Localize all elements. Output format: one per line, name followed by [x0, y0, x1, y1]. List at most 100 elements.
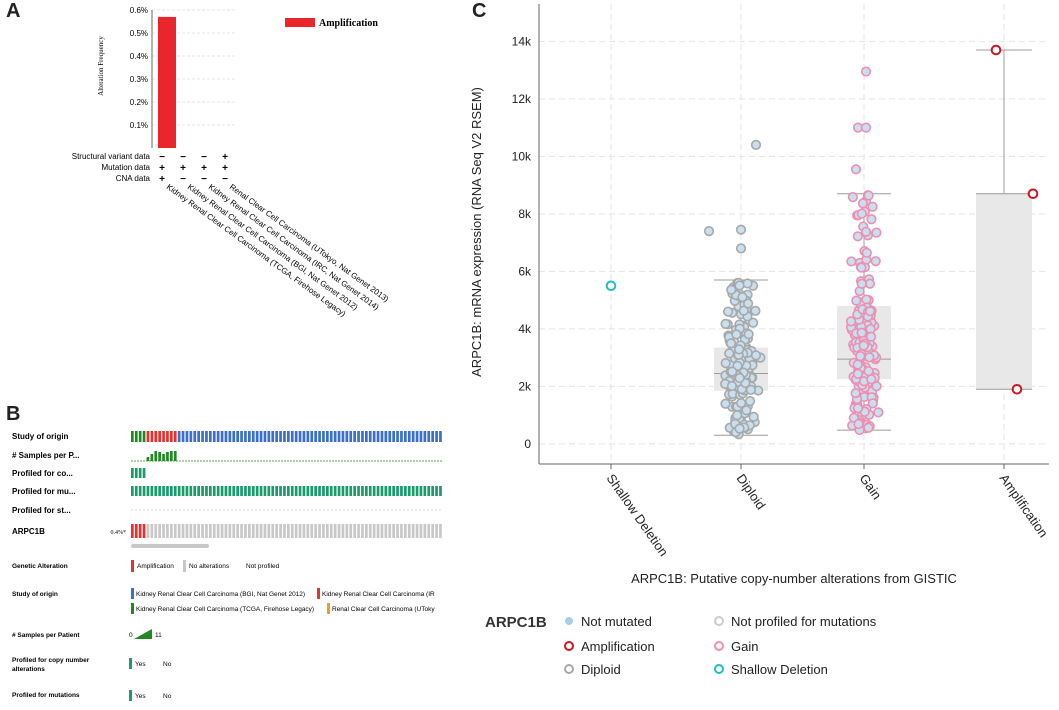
diploid-point [724, 348, 735, 359]
arpc1b-alteration-cell [415, 524, 419, 538]
legend-ga-item: No alterations [189, 563, 230, 570]
legend-marker [564, 641, 574, 651]
panel-b-row-label: # Samples per P... [12, 451, 79, 460]
profiled-mut-cell [275, 486, 278, 496]
study-origin-cell [404, 431, 407, 442]
arpc1b-alteration-cell [177, 524, 181, 538]
legend-study-item: Kidney Renal Clear Cell Carcinoma (BGI, … [136, 591, 305, 598]
profiled-mut-cell [435, 486, 438, 496]
gain-point [851, 295, 862, 306]
panel-b-row-label: Study of origin [12, 432, 69, 441]
panel-a-y-tick: 0.3% [130, 75, 148, 84]
study-origin-cell [411, 431, 415, 442]
panel-c-y-tick: 10k [512, 149, 532, 163]
diploid-point [731, 329, 742, 340]
panel-a-y-tick: 0.4% [130, 52, 148, 61]
study-origin-cell [162, 431, 165, 442]
diploid-point [726, 284, 737, 295]
profiled-mut-cell [244, 486, 247, 496]
legend-label: Not profiled for mutations [731, 614, 877, 629]
legend-mut-no: No [163, 693, 172, 700]
arpc1b-alteration-cell [439, 524, 442, 538]
legend-mut-swatch [129, 690, 132, 701]
arpc1b-alteration-cell [150, 524, 154, 538]
panel-c-y-tick: 2k [518, 379, 532, 393]
study-origin-cell [197, 431, 200, 442]
arpc1b-alteration-cell [271, 524, 275, 538]
profiled-mut-cell [209, 486, 212, 496]
diploid-point [733, 344, 745, 355]
study-origin-cell [419, 431, 423, 442]
study-origin-cell [431, 431, 434, 442]
panel-a-y-tick: 0.2% [130, 98, 148, 107]
panel-c-y-tick: 8k [518, 207, 532, 221]
legend-study-item: Kidney Renal Clear Cell Carcinoma (TCGA,… [136, 606, 314, 613]
gain-point [864, 306, 876, 317]
gain-point [863, 422, 874, 433]
profiled-mut-cell [131, 486, 134, 496]
diploid-point [734, 372, 745, 384]
arpc1b-alteration-cell [361, 524, 364, 538]
arpc1b-alteration-cell [306, 524, 310, 538]
gain-point [850, 164, 862, 175]
arpc1b-alteration-cell [419, 524, 423, 538]
legend-spp-triangle [134, 629, 152, 639]
gain-point [860, 226, 872, 238]
study-origin-cell [415, 431, 419, 442]
panel-a-track-mark: − [201, 174, 207, 185]
study-origin-cell [341, 431, 345, 442]
oncoprint-scrollbar[interactable] [131, 544, 209, 548]
arpc1b-alteration-cell [146, 524, 150, 538]
legend-spp-max: 11 [155, 632, 162, 639]
legend-spp-title: # Samples per Patient [12, 632, 80, 639]
arpc1b-alteration-cell [134, 524, 138, 538]
arpc1b-alteration-cell [185, 524, 189, 538]
profiled-mut-cell [205, 486, 208, 496]
gain-point [846, 256, 857, 267]
legend-label: Amplification [581, 639, 655, 654]
arpc1b-alteration-cell [341, 524, 345, 538]
study-origin-cell [318, 431, 321, 442]
arpc1b-alteration-cell [279, 524, 282, 538]
profiled-mut-cell [396, 486, 399, 496]
diploid-point [720, 318, 731, 329]
arpc1b-alteration-cell [131, 524, 134, 538]
study-origin-cell [267, 431, 271, 442]
legend-study-swatch [317, 588, 320, 599]
diploid-point [742, 298, 754, 309]
arpc1b-alteration-cell [302, 524, 306, 538]
study-origin-cell [349, 431, 353, 442]
profiled-mut-cell [189, 486, 193, 496]
gain-point [858, 340, 869, 351]
arpc1b-alteration-cell [372, 524, 376, 538]
diploid-point [725, 338, 737, 349]
arpc1b-alteration-cell [314, 524, 317, 538]
diploid-point [722, 306, 734, 317]
legend-mut-yes: Yes [135, 693, 146, 700]
legend-spp-min: 0 [129, 632, 133, 639]
profiled-mut-cell [365, 486, 368, 496]
legend-ga-item: Not profiled [246, 563, 280, 570]
arpc1b-alteration-cell [349, 524, 353, 538]
panel-c-x-tick: Diploid [734, 471, 769, 512]
arpc1b-alteration-cell [166, 524, 169, 538]
study-origin-cell [353, 431, 356, 442]
gain-point [847, 192, 858, 203]
study-origin-cell [248, 431, 251, 442]
gain-point [856, 262, 867, 273]
study-origin-cell [337, 431, 341, 442]
study-origin-cell [259, 431, 263, 442]
panel-a-y-tick: 0.6% [130, 6, 148, 15]
profiled-mut-cell [263, 486, 267, 496]
profiled-mut-cell [302, 486, 306, 496]
gain-point [865, 331, 877, 342]
panel-a-chart: 0.1% 0.2% 0.3% 0.4% 0.5% 0.6% Alteration Freq… [72, 6, 391, 319]
profiled-mut-cell [423, 486, 427, 496]
study-origin-cell [357, 431, 360, 442]
gain-point [850, 387, 861, 399]
study-origin-cell [275, 431, 278, 442]
samples-per-patient-bar [158, 452, 161, 461]
panel-c-x-tick: Shallow Deletion [604, 471, 672, 559]
study-origin-cell [158, 431, 161, 442]
legend-study-swatch [131, 603, 134, 614]
